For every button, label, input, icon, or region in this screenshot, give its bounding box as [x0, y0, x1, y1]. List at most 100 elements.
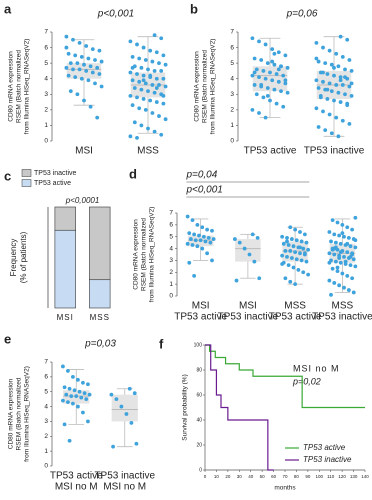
data-point — [332, 232, 337, 237]
y-tick-label: 2 — [169, 269, 173, 276]
x-tick-label: MSI — [57, 313, 74, 322]
y-axis-label: RSEM (Batch normalized — [16, 50, 23, 123]
data-point — [82, 98, 86, 103]
data-point — [285, 236, 289, 240]
data-point — [345, 273, 350, 278]
data-point — [68, 61, 73, 66]
data-point — [332, 65, 336, 70]
data-point — [281, 73, 286, 78]
y-tick-label: 5 — [230, 60, 234, 67]
y-tick-label: 6 — [44, 374, 48, 381]
data-point — [272, 51, 277, 56]
data-point — [128, 70, 133, 75]
data-point — [250, 73, 255, 78]
data-point — [338, 75, 343, 80]
data-point — [62, 385, 67, 390]
x-tick-label: 50 — [260, 474, 266, 479]
data-point — [283, 53, 288, 58]
data-point — [67, 386, 72, 391]
box — [66, 63, 102, 79]
data-point — [154, 50, 159, 55]
x-tick-label: 80 — [294, 474, 300, 479]
x-tick-label: 60 — [271, 474, 277, 479]
data-point — [343, 67, 347, 72]
data-point — [291, 244, 296, 249]
data-point — [302, 251, 307, 256]
data-point — [163, 62, 168, 67]
x-tick-label: TP53 inactive — [218, 312, 279, 323]
data-point — [185, 214, 190, 219]
data-point — [299, 239, 304, 244]
data-point — [128, 39, 133, 44]
data-point — [337, 233, 342, 238]
data-point — [141, 73, 146, 78]
y-tick-label: 3 — [44, 418, 48, 425]
data-point — [79, 395, 84, 400]
data-point — [263, 76, 268, 81]
data-point — [289, 256, 294, 260]
data-point — [152, 69, 157, 73]
data-point — [71, 37, 75, 42]
data-point — [154, 86, 159, 90]
data-point — [265, 86, 270, 90]
data-point — [64, 392, 69, 397]
data-point — [259, 83, 264, 87]
bar-segment — [89, 279, 111, 309]
data-point — [152, 33, 157, 38]
data-point — [304, 240, 309, 245]
data-point — [150, 59, 155, 64]
data-point — [261, 95, 266, 100]
legend-label: TP53 active — [303, 443, 346, 452]
data-point — [314, 106, 319, 111]
data-point — [72, 388, 77, 393]
data-point — [69, 394, 74, 399]
data-point — [349, 81, 354, 86]
data-point — [342, 234, 346, 239]
data-point — [347, 84, 352, 89]
data-point — [139, 123, 144, 128]
panel-letter: f — [159, 336, 164, 351]
p-value: p=0,03 — [84, 339, 116, 350]
data-point — [154, 76, 159, 81]
data-point — [192, 273, 197, 278]
data-point — [146, 89, 150, 94]
data-point — [71, 401, 75, 406]
data-point — [343, 92, 347, 97]
data-point — [340, 271, 345, 276]
data-point — [159, 132, 164, 137]
y-tick-label: 4 — [169, 245, 173, 252]
data-point — [88, 64, 93, 69]
data-point — [268, 98, 272, 103]
y-tick-label: 40 — [196, 417, 202, 423]
data-point — [298, 245, 302, 250]
data-point — [75, 61, 80, 66]
data-point — [232, 237, 237, 241]
data-point — [348, 263, 353, 268]
data-point — [335, 269, 340, 273]
data-point — [332, 252, 337, 257]
data-point — [332, 246, 337, 251]
data-point — [294, 238, 299, 243]
data-point — [335, 265, 340, 270]
data-point — [270, 47, 275, 52]
y-tick-label: 2 — [44, 107, 48, 114]
data-point — [66, 369, 70, 373]
y-tick-label: 4 — [230, 75, 234, 82]
data-point — [283, 276, 288, 281]
data-point — [66, 400, 70, 405]
data-point — [210, 258, 214, 263]
data-point — [353, 264, 358, 269]
data-point — [210, 228, 214, 233]
data-point — [285, 65, 290, 70]
data-point — [321, 109, 325, 114]
data-point — [268, 70, 272, 75]
data-point — [301, 270, 306, 275]
data-point — [62, 422, 67, 427]
y-tick-label: 0 — [230, 138, 234, 145]
x-tick-label: TP53 inactive — [304, 146, 365, 157]
y-axis-label: from Illumina HiSeq_RNASeqV2) — [149, 207, 156, 303]
data-point — [274, 72, 279, 76]
y-axis-label: RSEM (Batch normalized — [16, 377, 23, 450]
data-point — [161, 53, 166, 58]
data-point — [195, 244, 200, 249]
